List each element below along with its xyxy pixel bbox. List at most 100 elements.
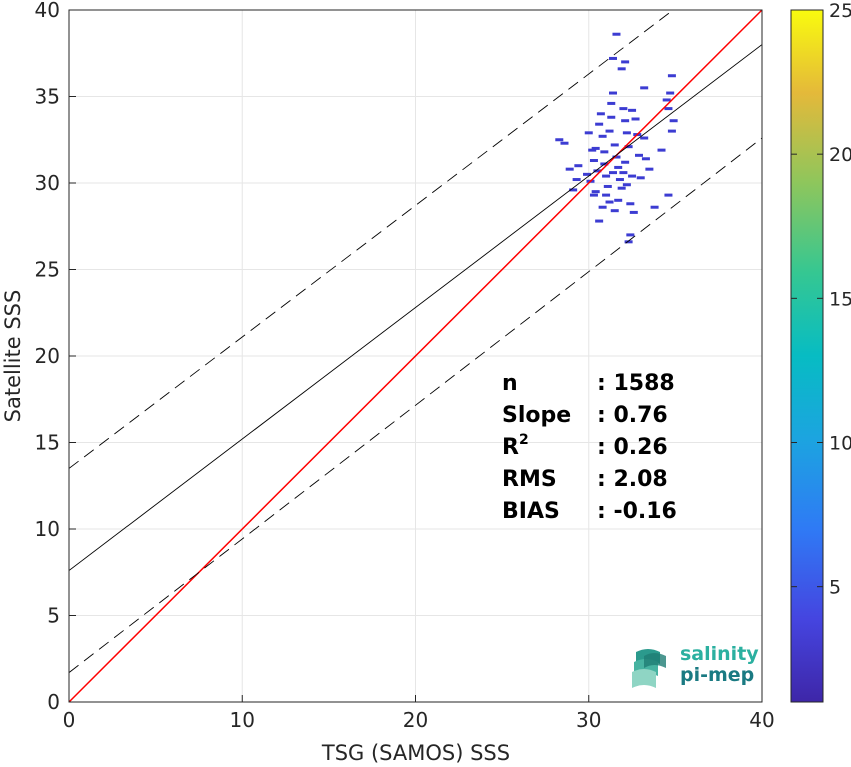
stat-key: RMS: [502, 464, 597, 496]
density-cell: [621, 160, 630, 164]
stat-row: RMS: 2.08: [502, 464, 677, 496]
one-to-one-line: [69, 10, 762, 702]
density-cell: [626, 233, 635, 237]
x-tick-label: 10: [230, 708, 255, 732]
density-cell: [605, 129, 614, 133]
density-cell: [664, 193, 673, 197]
density-cell: [621, 119, 630, 123]
x-tick-label: 40: [749, 708, 774, 732]
density-cell: [584, 131, 593, 135]
stat-key: Slope: [502, 400, 597, 432]
x-ticks: 0 10 20 30 40: [63, 695, 775, 732]
density-cell: [636, 176, 645, 180]
y-tick-label: 10: [35, 517, 60, 541]
stat-value: : 2.08: [597, 467, 668, 492]
density-cell: [669, 119, 678, 123]
density-cell: [612, 155, 621, 159]
density-cell: [583, 172, 592, 176]
colorbar-tick-label: 20: [829, 144, 851, 166]
density-cell: [572, 178, 581, 182]
stat-key: n: [502, 368, 597, 400]
density-cell: [664, 107, 673, 111]
stat-row: R2: 0.26: [502, 432, 677, 464]
y-tick-label: 25: [35, 258, 60, 282]
density-cell: [609, 56, 618, 60]
density-cell: [624, 145, 633, 149]
density-cell: [591, 146, 600, 150]
density-cell: [650, 205, 659, 209]
density-cell: [588, 148, 597, 152]
density-cell: [589, 159, 598, 163]
salinity-pi-mep-logo: salinity pi-mep: [630, 642, 760, 690]
stat-key-text: Slope: [502, 403, 572, 428]
stat-key-text: n: [502, 371, 518, 396]
density-cell: [609, 91, 618, 95]
density-cell: [634, 153, 643, 157]
y-ticks: 0 5 10 15 20 25 30 35 40: [35, 0, 76, 714]
density-cell: [631, 117, 640, 121]
y-tick-label: 30: [35, 171, 60, 195]
stat-key-superscript: 2: [518, 431, 529, 448]
regression-line: [69, 44, 762, 571]
y-tick-label: 35: [35, 85, 60, 109]
density-cell: [617, 67, 626, 71]
density-cell: [667, 74, 676, 78]
density-cell: [610, 143, 619, 147]
density-cell: [617, 186, 626, 190]
density-cell: [602, 174, 611, 178]
density-cell: [662, 98, 671, 102]
colorbar: [790, 9, 824, 703]
stat-key-text: BIAS: [502, 499, 560, 524]
density-cell: [610, 209, 619, 213]
density-cell: [595, 219, 604, 223]
density-cell: [598, 134, 607, 138]
density-cell: [621, 60, 630, 64]
logo-line-2: pi-mep: [680, 664, 755, 686]
density-cell: [612, 32, 621, 36]
density-cell: [619, 107, 628, 111]
x-tick-label: 0: [63, 708, 76, 732]
density-cell: [614, 165, 623, 169]
density-cell: [628, 108, 637, 112]
density-cell: [666, 91, 675, 95]
y-tick-label: 40: [35, 0, 60, 22]
density-cell: [595, 122, 604, 126]
colorbar-tick-label: 10: [829, 433, 851, 455]
density-cell: [574, 164, 583, 168]
density-cell: [640, 86, 649, 90]
density-cell: [603, 184, 612, 188]
density-cell: [619, 171, 628, 175]
density-cell: [657, 148, 666, 152]
y-tick-label: 0: [47, 690, 60, 714]
upper-bound-line: [69, 10, 674, 469]
x-tick-label: 30: [576, 708, 601, 732]
density-cell: [609, 171, 618, 175]
density-cell: [560, 141, 569, 145]
density-cell: [589, 193, 598, 197]
density-cell: [593, 169, 602, 173]
density-cell: [598, 205, 607, 209]
stat-row: Slope : 0.76: [502, 400, 677, 432]
colorbar-tick-label: 5: [829, 577, 841, 599]
colorbar-ticks: 5 10 15 20 25: [791, 0, 851, 599]
stat-key: BIAS: [502, 496, 597, 528]
density-cell: [624, 240, 633, 244]
density-cell: [645, 167, 654, 171]
logo-line-1: salinity: [680, 643, 759, 665]
logo-wave-icon: [632, 649, 666, 688]
stat-value: : 1588: [597, 371, 675, 396]
lower-bound-line: [69, 137, 762, 673]
density-cell: [569, 188, 578, 192]
density-cell: [602, 193, 611, 197]
density-cell: [607, 101, 616, 105]
density-cell: [591, 190, 600, 194]
y-tick-label: 20: [35, 344, 60, 368]
density-cell: [565, 167, 574, 171]
stat-value: : 0.76: [597, 403, 668, 428]
density-cell: [600, 150, 609, 154]
density-cell: [626, 202, 635, 206]
density-cell: [622, 131, 631, 135]
y-axis-title: Satellite SSS: [1, 290, 25, 423]
stat-row: n : 1588: [502, 368, 677, 400]
